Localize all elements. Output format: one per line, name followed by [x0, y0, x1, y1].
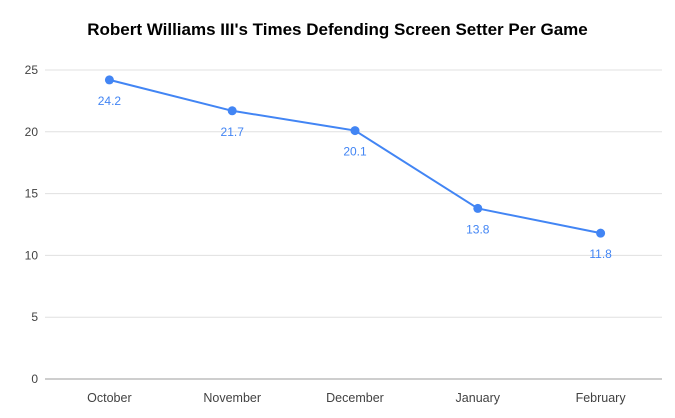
data-point-label: 21.7 — [221, 125, 245, 139]
chart-title: Robert Williams III's Times Defending Sc… — [87, 20, 588, 39]
chart-svg: 0 5 10 15 20 25 October November December January… — [25, 63, 662, 405]
x-tick-label: December — [326, 391, 384, 405]
data-point — [596, 228, 606, 238]
data-point-label: 24.2 — [98, 94, 122, 108]
y-tick-label: 20 — [25, 125, 39, 139]
y-tick-label: 25 — [25, 63, 39, 77]
y-tick-label: 5 — [31, 310, 38, 324]
data-point-label: 11.8 — [589, 247, 612, 261]
x-tick-label: February — [576, 391, 627, 405]
data-point — [350, 126, 360, 136]
data-point — [104, 75, 114, 85]
x-tick-label: October — [87, 391, 131, 405]
data-point-label: 13.8 — [466, 222, 490, 236]
data-point — [227, 106, 237, 116]
y-tick-label: 10 — [25, 248, 39, 262]
y-tick-label: 0 — [31, 372, 38, 386]
y-tick-label: 15 — [25, 187, 39, 201]
x-tick-label: November — [203, 391, 261, 405]
data-point — [473, 203, 483, 213]
x-tick-label: January — [456, 391, 501, 405]
data-point-label: 20.1 — [343, 145, 367, 159]
